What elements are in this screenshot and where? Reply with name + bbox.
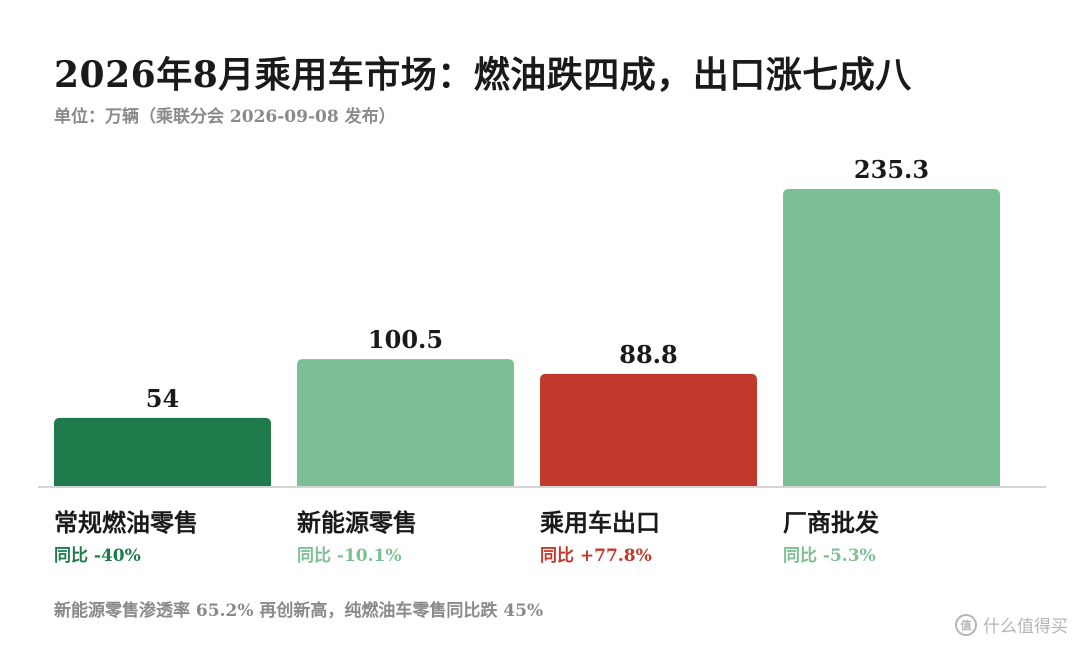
bar-value-label-3: 235.3	[854, 155, 929, 184]
bar-2	[540, 373, 757, 486]
zhi-logo-icon: 值	[955, 613, 977, 636]
bar-value-label-1: 100.5	[368, 325, 443, 354]
bar-value-label-0: 54	[146, 384, 179, 413]
category-label-3: 厂商批发	[783, 508, 879, 537]
bar-0	[54, 417, 271, 486]
yoy-label-1: 同比 -10.1%	[297, 546, 402, 566]
bar-3	[783, 189, 1000, 486]
bar-1	[297, 359, 514, 486]
page-title: 2026年8月乘用车市场：燃油跌四成，出口涨七成八	[54, 54, 912, 96]
category-label-2: 乘用车出口	[540, 508, 660, 537]
watermark-text: 什么值得买	[983, 617, 1068, 637]
yoy-label-2: 同比 +77.8%	[540, 546, 652, 566]
yoy-label-0: 同比 -40%	[54, 546, 141, 566]
watermark: 值 什么值得买	[955, 612, 1068, 637]
bar-value-label-2: 88.8	[619, 340, 677, 369]
footnote: 新能源零售渗透率 65.2% 再创新高，纯燃油车零售同比跌 45%	[54, 601, 544, 621]
category-label-1: 新能源零售	[297, 508, 417, 537]
page-subtitle: 单位：万辆（乘联分会 2026-09-08 发布）	[54, 107, 396, 127]
yoy-label-3: 同比 -5.3%	[783, 546, 876, 566]
category-label-0: 常规燃油零售	[54, 508, 198, 537]
